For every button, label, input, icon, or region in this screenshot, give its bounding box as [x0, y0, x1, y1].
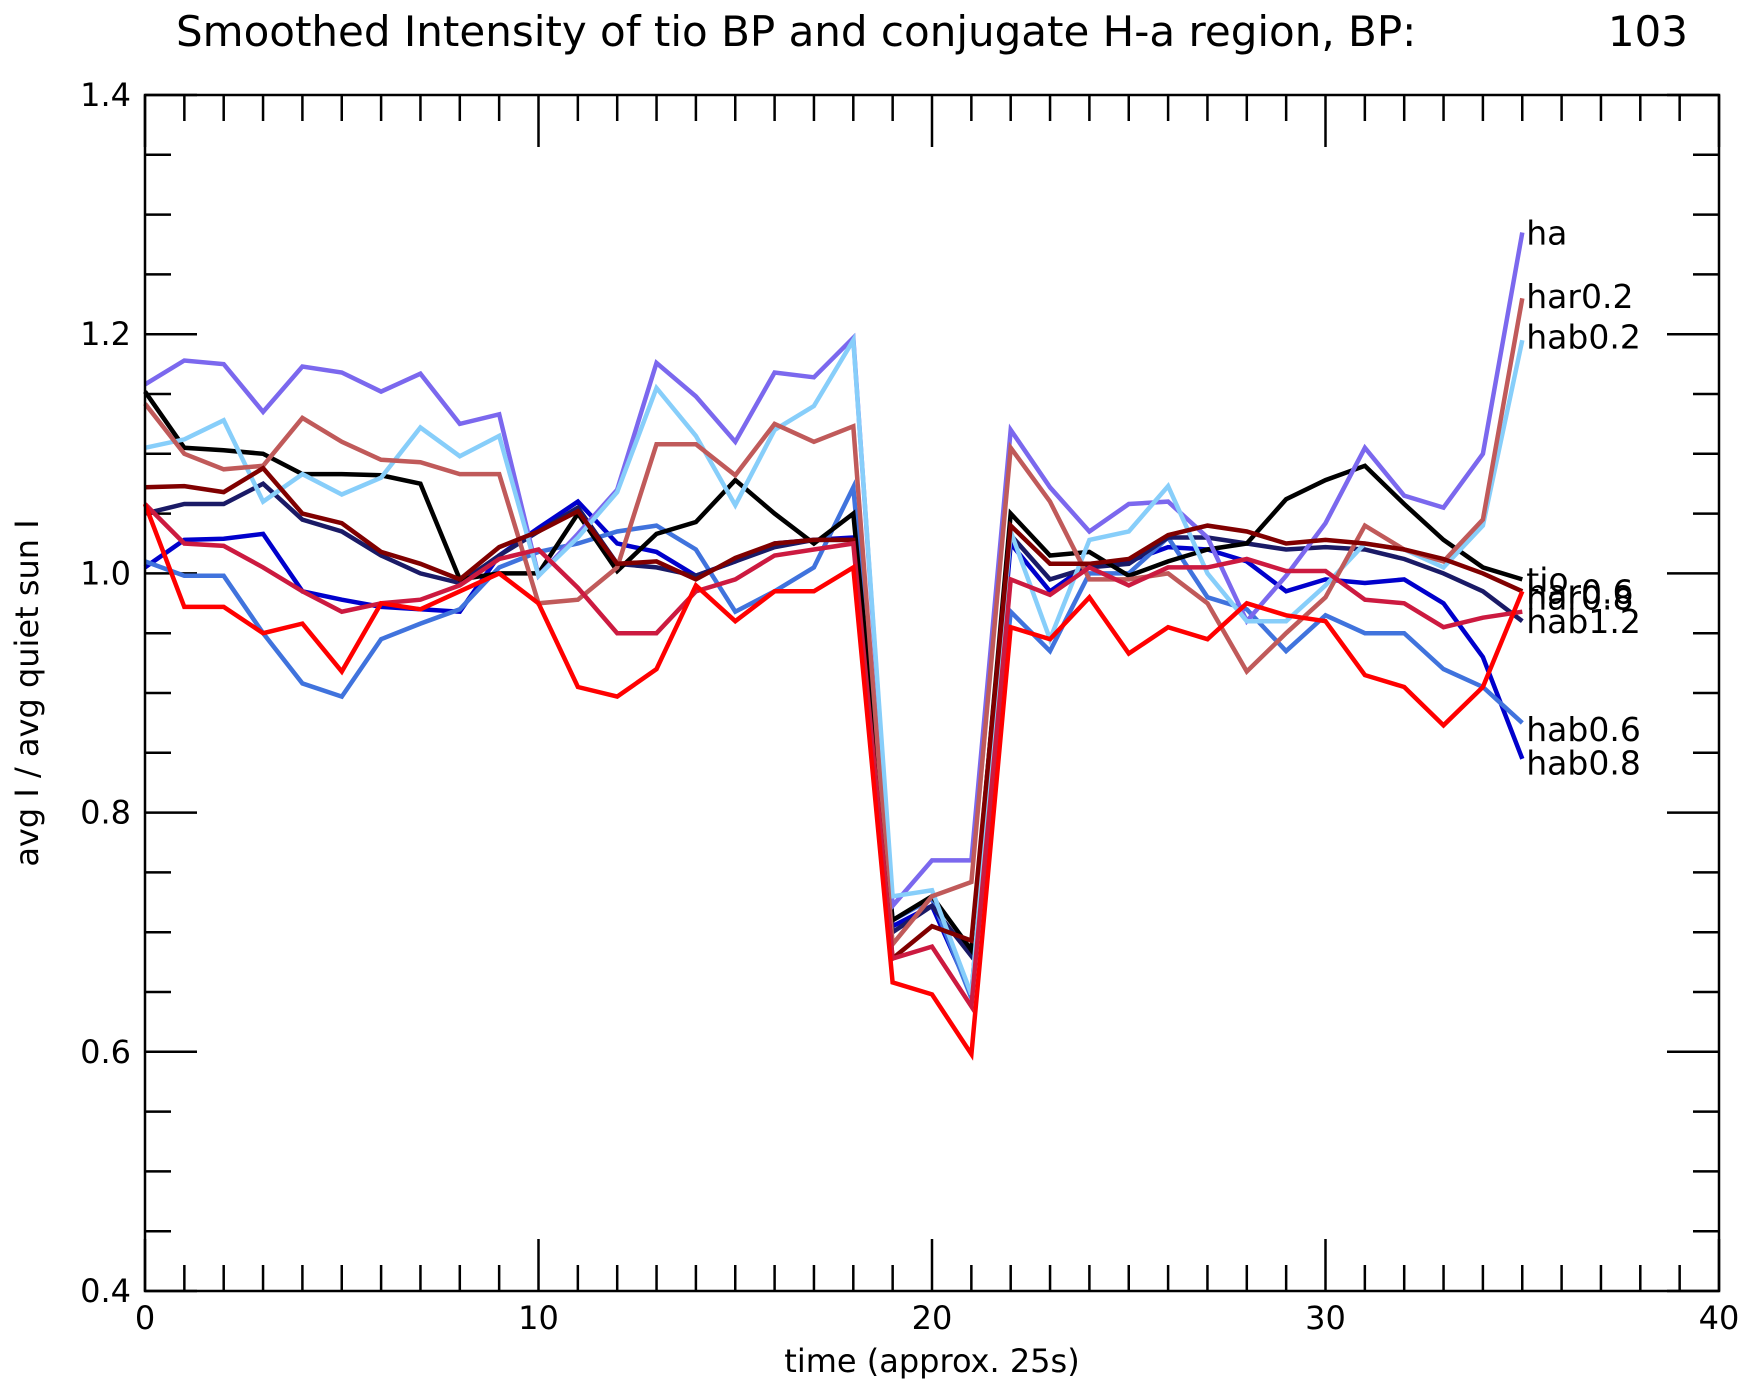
series-line-ha [143, 232, 1525, 912]
series-end-label: hab0.8 [1526, 743, 1641, 782]
y-axis-label: avg I / avg quiet sun I [8, 519, 46, 866]
chart-title-value: 103 [1608, 7, 1688, 56]
x-tick-label: 10 [518, 1299, 559, 1337]
series-line-hab0-2 [144, 332, 1525, 996]
chart-title: Smoothed Intensity of tio BP and conjuga… [176, 7, 1416, 56]
y-tick-label: 0.8 [80, 794, 131, 832]
series-line-har0-6 [144, 465, 1524, 963]
series-end-label: har0.8 [1526, 578, 1633, 617]
series-line-har0-2 [143, 297, 1525, 950]
series-end-label: hab0.6 [1526, 710, 1641, 749]
series-end-label: har0.2 [1526, 277, 1633, 316]
y-tick-label: 0.6 [80, 1033, 131, 1071]
series-line-har1-2 [142, 503, 1525, 1061]
tick-marks [143, 93, 1721, 1293]
series-end-label: har0.6 [1526, 572, 1633, 611]
series-line-tio [143, 390, 1523, 957]
y-tick-label: 1.2 [80, 315, 131, 353]
x-tick-label: 30 [1305, 1299, 1346, 1337]
series-end-label: tio [1526, 560, 1568, 599]
tick-labels: 0 10 20 30 40 0.4 0.6 0.8 1.0 1.2 1.4 [80, 76, 1739, 1337]
y-tick-label: 1.0 [80, 554, 131, 592]
x-axis-label: time (approx. 25s) [784, 1342, 1079, 1380]
plot-frame [143, 93, 1721, 1293]
series-line-hab0-8 [143, 498, 1525, 1004]
y-tick-label: 0.4 [80, 1272, 131, 1310]
series-lines [142, 232, 1525, 1061]
x-tick-label: 20 [912, 1299, 953, 1337]
series-line-hab0-6 [144, 479, 1524, 999]
x-tick-label: 40 [1699, 1299, 1740, 1337]
series-end-label: hab0.2 [1526, 318, 1641, 357]
y-tick-label: 1.4 [80, 76, 131, 114]
series-line-hab1-2 [144, 480, 1524, 962]
series-end-label: ha [1526, 214, 1567, 253]
series-end-label: hab1.2 [1526, 602, 1641, 641]
series-line-har0-8 [143, 502, 1523, 1013]
x-tick-label: 0 [135, 1299, 155, 1337]
